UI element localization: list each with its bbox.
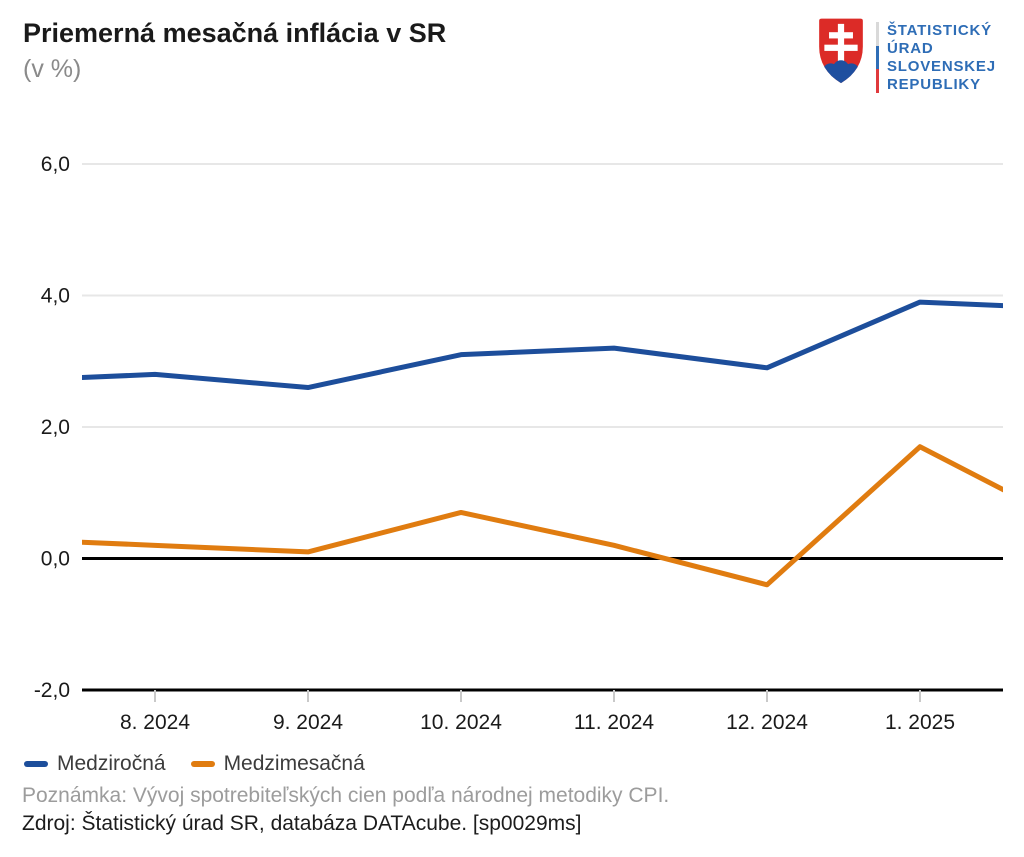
logo-org-name: ŠTATISTICKÝ ÚRAD SLOVENSKEJ REPUBLIKY xyxy=(887,22,996,94)
chart-unit-label: (v %) xyxy=(23,55,82,83)
logo-line-2: ÚRAD xyxy=(887,40,934,57)
legend-dash-medzirocna-icon xyxy=(24,761,48,767)
divider-white-segment xyxy=(876,22,879,46)
series-line-medzimesačná xyxy=(82,444,1003,588)
logo-line-4: REPUBLIKY xyxy=(887,76,981,93)
x-tick-label: 10. 2024 xyxy=(420,711,502,734)
divider-red-segment xyxy=(876,69,879,94)
x-tick-label: 8. 2024 xyxy=(120,711,190,734)
series-line-medziročná xyxy=(82,299,1003,391)
slovak-coat-of-arms-icon xyxy=(819,18,863,84)
x-tick-label: 9. 2024 xyxy=(273,711,343,734)
x-tick-label: 1. 2025 xyxy=(885,711,955,734)
divider-blue-segment xyxy=(876,45,879,70)
y-tick-label: 4,0 xyxy=(41,285,70,308)
chart-source: Zdroj: Štatistický úrad SR, databáza DAT… xyxy=(22,812,582,835)
y-tick-label: 2,0 xyxy=(41,416,70,439)
logo-tricolor-divider xyxy=(876,22,879,94)
y-tick-label: 6,0 xyxy=(41,153,70,176)
legend-label-medzirocna: Medziročná xyxy=(57,752,166,775)
chart-title: Priemerná mesačná inflácia v SR xyxy=(23,18,447,48)
legend-label-medzimesacna: Medzimesačná xyxy=(223,752,365,775)
legend-item-medzirocna: Medziročná xyxy=(24,752,166,776)
logo-line-1: ŠTATISTICKÝ xyxy=(887,22,992,39)
susr-logo: ŠTATISTICKÝ ÚRAD SLOVENSKEJ REPUBLIKY xyxy=(815,16,996,94)
chart-note: Poznámka: Vývoj spotrebiteľských cien po… xyxy=(22,784,670,807)
y-tick-label: 0,0 xyxy=(41,548,70,571)
chart-legend: Medziročná Medzimesačná xyxy=(24,752,365,776)
x-tick-label: 12. 2024 xyxy=(726,711,808,734)
y-tick-label: -2,0 xyxy=(34,679,70,702)
legend-dash-medzimesacna-icon xyxy=(190,761,215,767)
legend-item-medzimesacna: Medzimesačná xyxy=(190,752,365,776)
logo-line-3: SLOVENSKEJ xyxy=(887,58,996,75)
x-tick-label: 11. 2024 xyxy=(574,711,655,734)
